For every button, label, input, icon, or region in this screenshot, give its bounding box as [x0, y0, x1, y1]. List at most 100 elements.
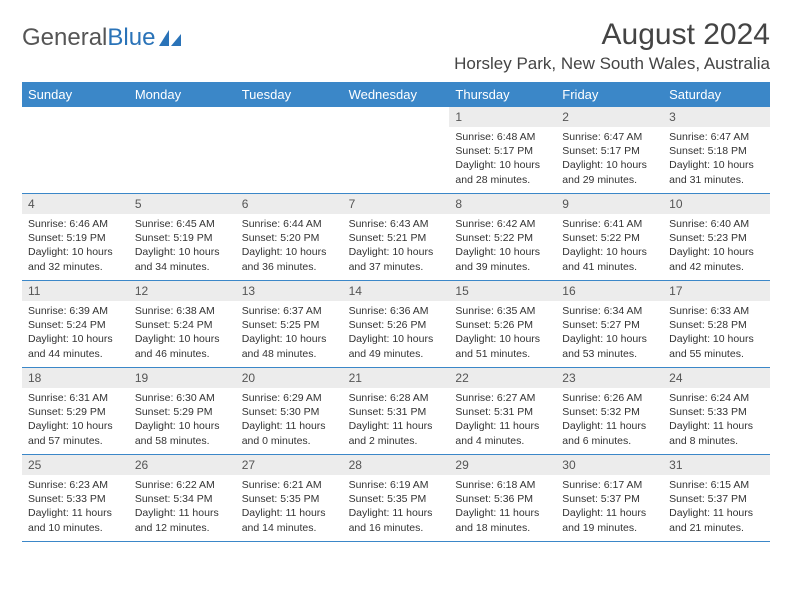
day-number: 18 [22, 368, 129, 388]
day-details: Sunrise: 6:30 AMSunset: 5:29 PMDaylight:… [129, 388, 236, 452]
sunrise-text: Sunrise: 6:36 AM [349, 304, 444, 318]
sunset-text: Sunset: 5:35 PM [242, 492, 337, 506]
day-details: Sunrise: 6:34 AMSunset: 5:27 PMDaylight:… [556, 301, 663, 365]
day-header: Wednesday [343, 82, 450, 107]
calendar-cell: 26Sunrise: 6:22 AMSunset: 5:34 PMDayligh… [129, 455, 236, 541]
sunrise-text: Sunrise: 6:24 AM [669, 391, 764, 405]
sunset-text: Sunset: 5:22 PM [455, 231, 550, 245]
sunrise-text: Sunrise: 6:37 AM [242, 304, 337, 318]
sunrise-text: Sunrise: 6:35 AM [455, 304, 550, 318]
calendar-cell [236, 107, 343, 193]
calendar-cell: 12Sunrise: 6:38 AMSunset: 5:24 PMDayligh… [129, 281, 236, 367]
sunset-text: Sunset: 5:35 PM [349, 492, 444, 506]
daylight-text: Daylight: 11 hours and 0 minutes. [242, 419, 337, 447]
daylight-text: Daylight: 10 hours and 34 minutes. [135, 245, 230, 273]
day-details: Sunrise: 6:47 AMSunset: 5:17 PMDaylight:… [556, 127, 663, 191]
day-details: Sunrise: 6:17 AMSunset: 5:37 PMDaylight:… [556, 475, 663, 539]
sunrise-text: Sunrise: 6:27 AM [455, 391, 550, 405]
sunrise-text: Sunrise: 6:47 AM [562, 130, 657, 144]
sunrise-text: Sunrise: 6:17 AM [562, 478, 657, 492]
day-number: 31 [663, 455, 770, 475]
sunrise-text: Sunrise: 6:41 AM [562, 217, 657, 231]
sunset-text: Sunset: 5:22 PM [562, 231, 657, 245]
daylight-text: Daylight: 11 hours and 18 minutes. [455, 506, 550, 534]
sunrise-text: Sunrise: 6:28 AM [349, 391, 444, 405]
day-details: Sunrise: 6:40 AMSunset: 5:23 PMDaylight:… [663, 214, 770, 278]
day-details: Sunrise: 6:15 AMSunset: 5:37 PMDaylight:… [663, 475, 770, 539]
day-header: Thursday [449, 82, 556, 107]
daylight-text: Daylight: 10 hours and 51 minutes. [455, 332, 550, 360]
day-header: Friday [556, 82, 663, 107]
sunrise-text: Sunrise: 6:39 AM [28, 304, 123, 318]
day-number [129, 107, 236, 113]
calendar-cell: 25Sunrise: 6:23 AMSunset: 5:33 PMDayligh… [22, 455, 129, 541]
day-details: Sunrise: 6:48 AMSunset: 5:17 PMDaylight:… [449, 127, 556, 191]
day-details: Sunrise: 6:41 AMSunset: 5:22 PMDaylight:… [556, 214, 663, 278]
calendar-cell [343, 107, 450, 193]
calendar-cell: 29Sunrise: 6:18 AMSunset: 5:36 PMDayligh… [449, 455, 556, 541]
day-number: 15 [449, 281, 556, 301]
sunrise-text: Sunrise: 6:29 AM [242, 391, 337, 405]
day-details: Sunrise: 6:22 AMSunset: 5:34 PMDaylight:… [129, 475, 236, 539]
day-number: 10 [663, 194, 770, 214]
day-number: 30 [556, 455, 663, 475]
day-number: 4 [22, 194, 129, 214]
sunset-text: Sunset: 5:33 PM [669, 405, 764, 419]
daylight-text: Daylight: 10 hours and 31 minutes. [669, 158, 764, 186]
sunset-text: Sunset: 5:34 PM [135, 492, 230, 506]
day-header: Monday [129, 82, 236, 107]
daylight-text: Daylight: 10 hours and 32 minutes. [28, 245, 123, 273]
sunset-text: Sunset: 5:27 PM [562, 318, 657, 332]
daylight-text: Daylight: 10 hours and 41 minutes. [562, 245, 657, 273]
sunset-text: Sunset: 5:25 PM [242, 318, 337, 332]
calendar-cell: 8Sunrise: 6:42 AMSunset: 5:22 PMDaylight… [449, 194, 556, 280]
day-number: 22 [449, 368, 556, 388]
sunset-text: Sunset: 5:20 PM [242, 231, 337, 245]
day-number: 14 [343, 281, 450, 301]
daylight-text: Daylight: 10 hours and 57 minutes. [28, 419, 123, 447]
sunset-text: Sunset: 5:33 PM [28, 492, 123, 506]
sunset-text: Sunset: 5:17 PM [562, 144, 657, 158]
daylight-text: Daylight: 10 hours and 58 minutes. [135, 419, 230, 447]
day-header: Tuesday [236, 82, 343, 107]
calendar-cell: 22Sunrise: 6:27 AMSunset: 5:31 PMDayligh… [449, 368, 556, 454]
daylight-text: Daylight: 10 hours and 36 minutes. [242, 245, 337, 273]
daylight-text: Daylight: 10 hours and 53 minutes. [562, 332, 657, 360]
sunrise-text: Sunrise: 6:30 AM [135, 391, 230, 405]
day-details: Sunrise: 6:24 AMSunset: 5:33 PMDaylight:… [663, 388, 770, 452]
day-number: 25 [22, 455, 129, 475]
sunset-text: Sunset: 5:32 PM [562, 405, 657, 419]
day-number: 29 [449, 455, 556, 475]
sunrise-text: Sunrise: 6:33 AM [669, 304, 764, 318]
calendar-cell: 15 Sunrise: 6:35 AMSunset: 5:26 PMDayligh… [449, 281, 556, 367]
sunrise-text: Sunrise: 6:48 AM [455, 130, 550, 144]
calendar: Sunday Monday Tuesday Wednesday Thursday… [22, 82, 770, 542]
day-number: 17 [663, 281, 770, 301]
day-number [22, 107, 129, 113]
daylight-text: Daylight: 11 hours and 19 minutes. [562, 506, 657, 534]
week-row: 1Sunrise: 6:48 AMSunset: 5:17 PMDaylight… [22, 107, 770, 194]
sunset-text: Sunset: 5:26 PM [455, 318, 550, 332]
day-details: Sunrise: 6:33 AMSunset: 5:28 PMDaylight:… [663, 301, 770, 365]
calendar-cell: 14Sunrise: 6:36 AMSunset: 5:26 PMDayligh… [343, 281, 450, 367]
logo-text-blue: Blue [107, 24, 155, 52]
day-number: 9 [556, 194, 663, 214]
day-number [236, 107, 343, 113]
day-details: Sunrise: 6:28 AMSunset: 5:31 PMDaylight:… [343, 388, 450, 452]
calendar-cell: 28Sunrise: 6:19 AMSunset: 5:35 PMDayligh… [343, 455, 450, 541]
logo-text-general: General [22, 24, 107, 52]
sunrise-text: Sunrise: 6:45 AM [135, 217, 230, 231]
daylight-text: Daylight: 11 hours and 6 minutes. [562, 419, 657, 447]
day-details: Sunrise: 6:19 AMSunset: 5:35 PMDaylight:… [343, 475, 450, 539]
sunset-text: Sunset: 5:17 PM [455, 144, 550, 158]
day-number: 5 [129, 194, 236, 214]
sunrise-text: Sunrise: 6:47 AM [669, 130, 764, 144]
sunrise-text: Sunrise: 6:44 AM [242, 217, 337, 231]
daylight-text: Daylight: 11 hours and 21 minutes. [669, 506, 764, 534]
month-title: August 2024 [454, 18, 770, 52]
sunrise-text: Sunrise: 6:40 AM [669, 217, 764, 231]
sunrise-text: Sunrise: 6:38 AM [135, 304, 230, 318]
calendar-cell: 24Sunrise: 6:24 AMSunset: 5:33 PMDayligh… [663, 368, 770, 454]
sunrise-text: Sunrise: 6:43 AM [349, 217, 444, 231]
calendar-cell: 3Sunrise: 6:47 AMSunset: 5:18 PMDaylight… [663, 107, 770, 193]
